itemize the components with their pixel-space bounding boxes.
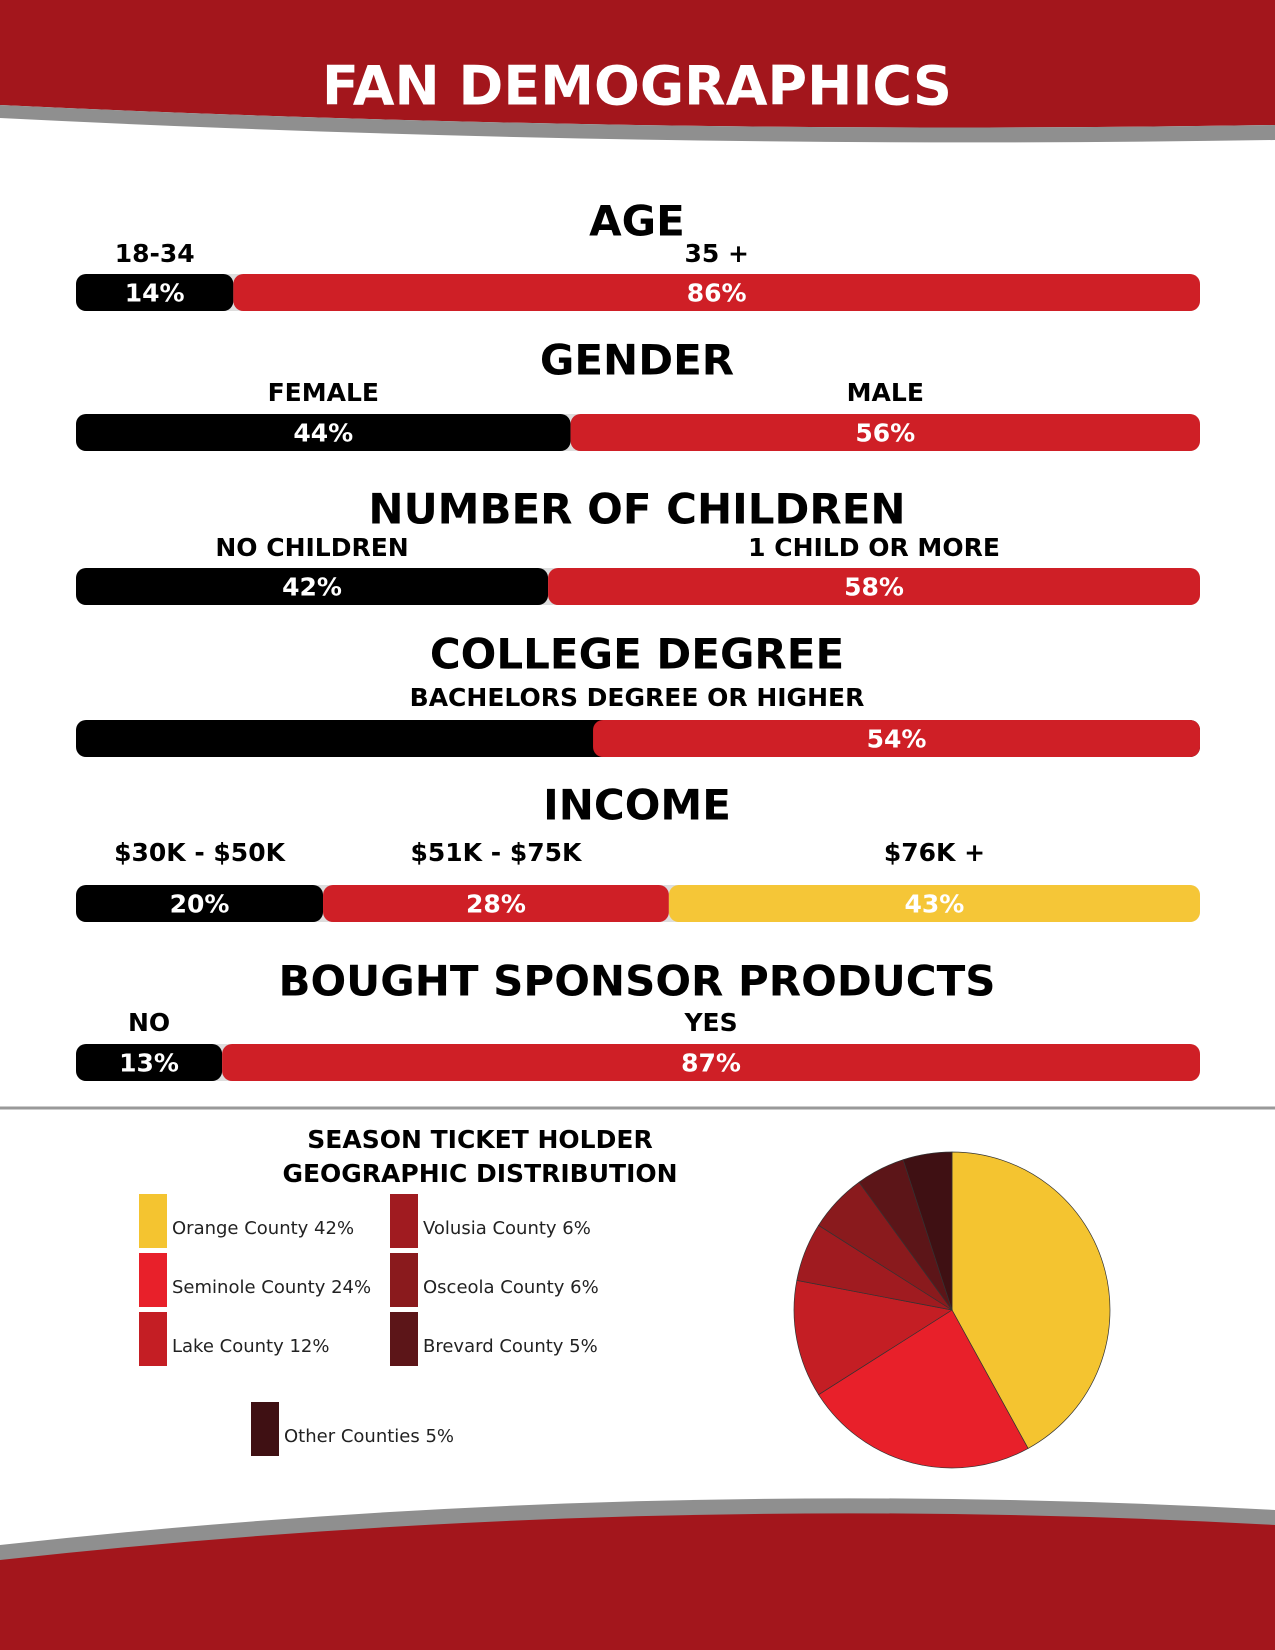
legend-label: Seminole County 24% xyxy=(172,1277,371,1298)
value-label: 87% xyxy=(681,1049,741,1078)
value-label: 13% xyxy=(119,1049,179,1078)
section-title: NUMBER OF CHILDREN xyxy=(368,485,905,534)
bar-segment xyxy=(76,414,571,451)
pie-slice xyxy=(951,1151,1111,1449)
legend-swatch xyxy=(139,1253,167,1307)
legend-label: Orange County 42% xyxy=(172,1218,354,1239)
bar-segment xyxy=(593,720,1200,757)
page-title: FAN DEMOGRAPHICS xyxy=(322,55,952,118)
legend-swatch xyxy=(390,1253,418,1307)
category-label: $30K - $50K xyxy=(114,838,287,867)
category-label: 1 CHILD OR MORE xyxy=(748,533,1000,562)
legend-label: Lake County 12% xyxy=(172,1336,329,1357)
section-title: BOUGHT SPONSOR PRODUCTS xyxy=(278,957,995,1006)
legend-label: Other Counties 5% xyxy=(284,1426,454,1447)
category-label: NO CHILDREN xyxy=(215,533,408,562)
value-label: 86% xyxy=(687,279,747,308)
bar-segment xyxy=(76,274,234,311)
bar-segment xyxy=(76,1044,223,1081)
header-band xyxy=(0,0,1275,128)
value-label: 20% xyxy=(170,890,230,919)
section-title: COLLEGE DEGREE xyxy=(430,630,844,679)
legend-swatch xyxy=(390,1312,418,1366)
value-label: 28% xyxy=(466,890,526,919)
category-label: NO xyxy=(128,1008,170,1037)
section-title: AGE xyxy=(589,197,685,246)
category-label: YES xyxy=(683,1008,737,1037)
value-label: 44% xyxy=(293,419,353,448)
section-title: GENDER xyxy=(540,336,734,385)
header-edge xyxy=(0,105,1275,143)
legend-swatch xyxy=(390,1194,418,1248)
pie-slice xyxy=(793,1279,953,1396)
bar-segment xyxy=(570,414,1200,451)
section-subtitle: BACHELORS DEGREE OR HIGHER xyxy=(410,683,865,712)
bar-segment xyxy=(76,568,549,605)
section-title: INCOME xyxy=(543,781,731,830)
category-label: FEMALE xyxy=(268,378,379,407)
value-label: 54% xyxy=(867,725,927,754)
category-label: MALE xyxy=(847,378,924,407)
value-label: 56% xyxy=(855,419,915,448)
category-label: 18-34 xyxy=(115,239,195,268)
bar-segment xyxy=(323,885,669,922)
category-label: 35 + xyxy=(684,239,748,268)
pie-title: SEASON TICKET HOLDER xyxy=(307,1125,652,1154)
legend-label: Brevard County 5% xyxy=(423,1336,598,1357)
footer-band xyxy=(0,1513,1275,1650)
value-label: 43% xyxy=(905,890,965,919)
bar-segment xyxy=(76,885,324,922)
value-label: 42% xyxy=(282,573,342,602)
legend-swatch xyxy=(251,1402,279,1456)
bar-segment xyxy=(548,568,1200,605)
bar-segment xyxy=(668,885,1200,922)
bar-segment xyxy=(222,1044,1200,1081)
legend-label: Volusia County 6% xyxy=(423,1218,591,1239)
pie-title: GEOGRAPHIC DISTRIBUTION xyxy=(282,1159,677,1188)
legend-swatch xyxy=(139,1312,167,1366)
legend-swatch xyxy=(139,1194,167,1248)
pie-slice xyxy=(818,1309,1029,1469)
category-label: $51K - $75K xyxy=(411,838,584,867)
category-label: $76K + xyxy=(884,838,985,867)
pie-slice xyxy=(902,1151,953,1311)
value-label: 14% xyxy=(125,279,185,308)
bar-segment xyxy=(233,274,1201,311)
value-label: 58% xyxy=(844,573,904,602)
legend-label: Osceola County 6% xyxy=(423,1277,599,1298)
